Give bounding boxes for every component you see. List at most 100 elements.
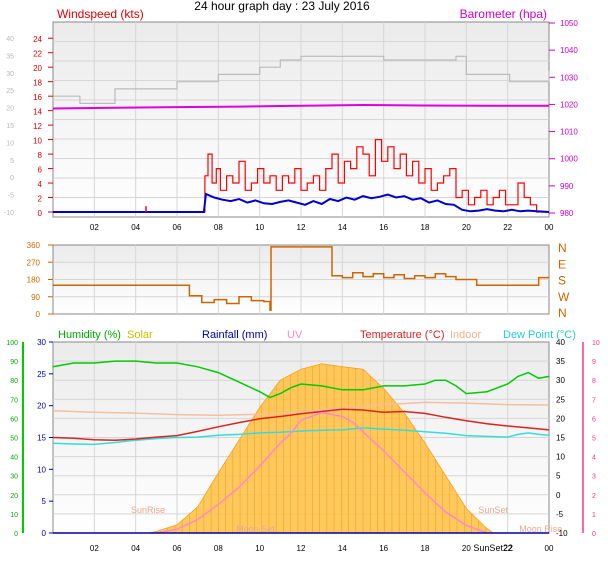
humidity-tick-label: 0 <box>14 531 18 538</box>
windspeed-tick-label: 16 <box>33 93 42 102</box>
indoor-temperature-line <box>52 401 550 417</box>
windspeed-axis-label: Windspeed (kts) <box>57 7 144 21</box>
x-tick-label: 08 <box>214 544 223 553</box>
legend-uv: UV <box>287 329 303 341</box>
rainfall-tick-label: 25 <box>37 370 46 379</box>
humidity-tick-label: 10 <box>10 512 18 519</box>
x-tick-label: 00 <box>545 544 554 553</box>
windspeed-tick-label: 10 <box>33 137 42 146</box>
temperature-tick-label: 5 <box>556 472 561 481</box>
x-tick-label: 12 <box>297 223 306 232</box>
faint-tick-label: -10 <box>4 210 14 217</box>
compass-label: E <box>558 257 566 271</box>
page-title: 24 hour graph day : 23 July 2016 <box>194 0 370 13</box>
barometer-tick-label: 1050 <box>560 19 578 28</box>
x-tick-label: 04 <box>131 544 140 553</box>
x-tick-label: 16 <box>379 544 388 553</box>
x-tick-label: 02 <box>90 544 99 553</box>
direction-tick-label: 90 <box>31 293 40 302</box>
humidity-tick-label: 100 <box>6 340 18 347</box>
faint-tick-label: 0 <box>10 175 14 182</box>
temperature-tick-label: 20 <box>556 414 565 423</box>
barometer-tick-label: 1030 <box>560 73 578 82</box>
legend-indoor: Indoor <box>450 329 482 341</box>
dew-point-line <box>52 427 550 446</box>
temperature-tick-label: 15 <box>556 434 565 443</box>
uv-line <box>156 411 488 534</box>
x-tick-label: 14 <box>338 544 347 553</box>
x-tick-label: 22 <box>503 223 512 232</box>
weather-panel: SunRise SunSet SunSet22 Moon Set Moon Rise 0… <box>6 329 600 553</box>
direction-tick-label: 180 <box>27 276 41 285</box>
uv-tick-label: 8 <box>592 378 596 385</box>
x-tick-label: 20 <box>462 223 471 232</box>
sun-moon-annotation: SunRise <box>131 505 165 515</box>
legend-rain: Rainfall (mm) <box>202 329 267 341</box>
uv-tick-label: 0 <box>592 531 596 538</box>
humidity-tick-label: 80 <box>10 378 18 385</box>
sun-moon-annotation: SunSet22 <box>473 543 513 553</box>
windspeed-tick-label: 12 <box>33 122 42 131</box>
compass-label: N <box>558 241 567 255</box>
rainfall-tick-label: 10 <box>37 465 46 474</box>
uv-tick-label: 4 <box>592 455 596 462</box>
wind-avg-line <box>53 192 550 213</box>
barometer-tick-label: 1010 <box>560 128 578 137</box>
barometer-line <box>52 103 549 110</box>
wind-direction-line <box>53 246 549 311</box>
uv-tick-label: 6 <box>592 416 596 423</box>
faint-tick-label: 25 <box>6 88 14 95</box>
uv-tick-label: 3 <box>592 474 596 481</box>
legend-dewpoint: Dew Point (°C) <box>503 329 576 341</box>
compass-label: W <box>558 290 570 304</box>
rainfall-tick-label: 15 <box>37 434 46 443</box>
windspeed-tick-label: 2 <box>38 195 43 204</box>
faint-tick-label: 35 <box>6 53 14 60</box>
temperature-tick-label: 25 <box>556 395 565 404</box>
sun-moon-annotation: Moon Set <box>236 524 275 534</box>
x-tick-label: 14 <box>338 223 347 232</box>
temperature-line <box>52 408 550 441</box>
barometer-tick-label: 1000 <box>560 155 578 164</box>
direction-tick-label: 360 <box>27 241 41 250</box>
windspeed-tick-label: 14 <box>33 108 42 117</box>
x-tick-label: 08 <box>214 223 223 232</box>
legend-temp: Temperature (°C) <box>360 329 444 341</box>
humidity-tick-label: 20 <box>10 493 18 500</box>
uv-tick-label: 1 <box>592 512 596 519</box>
windspeed-tick-label: 18 <box>33 79 42 88</box>
sun-moon-annotation: SunSet <box>478 505 508 515</box>
uv-tick-label: 5 <box>592 436 596 443</box>
humidity-tick-label: 60 <box>10 416 18 423</box>
barometer-tick-label: 990 <box>560 182 574 191</box>
faint-tick-label: 15 <box>6 123 14 130</box>
x-tick-label: 10 <box>255 544 264 553</box>
direction-tick-label: 270 <box>27 258 41 267</box>
humidity-tick-label: 70 <box>10 397 18 404</box>
humidity-line <box>52 360 550 399</box>
uv-tick-label: 9 <box>592 359 596 366</box>
temperature-tick-label: -10 <box>556 529 568 538</box>
temperature-tick-label: 40 <box>556 338 565 347</box>
uv-tick-label: 10 <box>592 340 600 347</box>
temperature-tick-label: 35 <box>556 357 565 366</box>
barometer-tick-label: 980 <box>560 209 574 218</box>
faint-tick-label: 30 <box>6 71 14 78</box>
faint-tick-label: 10 <box>6 140 14 147</box>
humidity-tick-label: 40 <box>10 455 18 462</box>
direction-tick-label: 0 <box>36 310 41 319</box>
windspeed-tick-label: 22 <box>33 50 42 59</box>
temperature-tick-label: 10 <box>556 453 565 462</box>
x-tick-label: 04 <box>131 223 140 232</box>
windspeed-tick-label: 0 <box>38 209 43 218</box>
legend-humidity: Humidity (%) <box>58 329 121 341</box>
temperature-tick-label: -5 <box>556 510 564 519</box>
rainfall-tick-label: 30 <box>37 338 46 347</box>
windspeed-tick-label: 8 <box>38 151 43 160</box>
x-tick-label: 16 <box>379 223 388 232</box>
x-tick-label: 22 <box>503 544 512 553</box>
humidity-tick-label: 30 <box>10 474 18 481</box>
faint-tick-label: 20 <box>6 106 14 113</box>
